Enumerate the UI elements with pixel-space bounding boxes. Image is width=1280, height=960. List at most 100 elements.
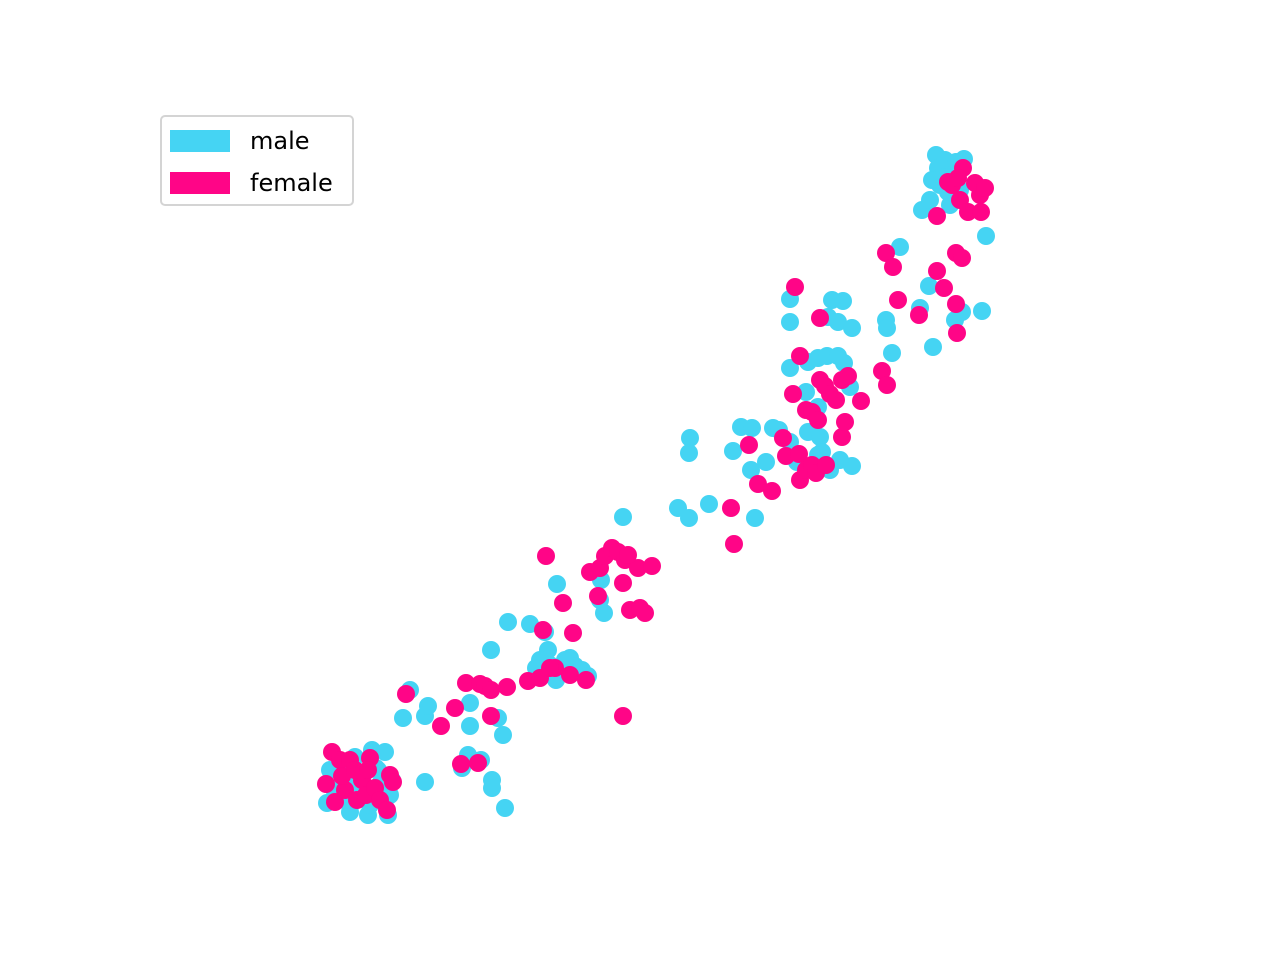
point-female-28 <box>498 678 516 696</box>
legend-label-female: female <box>250 169 333 197</box>
point-male-75 <box>811 428 829 446</box>
point-male-84 <box>834 292 852 310</box>
point-female-68 <box>836 413 854 431</box>
point-male-103 <box>924 338 942 356</box>
legend-swatch-female <box>170 172 230 194</box>
point-female-54 <box>722 499 740 517</box>
legend-swatch-male <box>170 130 230 152</box>
point-male-98 <box>878 319 896 337</box>
point-female-81 <box>873 362 891 380</box>
point-female-18 <box>397 685 415 703</box>
point-female-89 <box>928 262 946 280</box>
point-male-109 <box>921 191 939 209</box>
point-female-85 <box>877 244 895 262</box>
point-female-66 <box>817 456 835 474</box>
point-female-48 <box>629 559 647 577</box>
point-male-67 <box>743 419 761 437</box>
point-male-58 <box>614 508 632 526</box>
point-female-12 <box>378 801 396 819</box>
point-female-73 <box>809 411 827 429</box>
point-female-90 <box>935 279 953 297</box>
point-female-79 <box>839 367 857 385</box>
point-female-2 <box>326 793 344 811</box>
point-male-99 <box>883 344 901 362</box>
point-male-102 <box>920 277 938 295</box>
point-male-16 <box>376 743 394 761</box>
point-female-38 <box>541 659 559 677</box>
point-male-57 <box>595 604 613 622</box>
point-female-0 <box>317 775 335 793</box>
point-male-30 <box>461 717 479 735</box>
point-male-78 <box>843 457 861 475</box>
point-female-58 <box>763 482 781 500</box>
point-female-67 <box>833 428 851 446</box>
point-male-64 <box>746 509 764 527</box>
point-female-94 <box>948 324 966 342</box>
point-female-26 <box>482 681 500 699</box>
point-female-27 <box>482 707 500 725</box>
point-female-22 <box>457 674 475 692</box>
point-female-69 <box>784 385 802 403</box>
point-female-23 <box>469 754 487 772</box>
point-female-82 <box>878 376 896 394</box>
point-male-54 <box>548 575 566 593</box>
point-female-31 <box>537 547 555 565</box>
point-female-36 <box>577 671 595 689</box>
point-female-92 <box>953 249 971 267</box>
point-female-105 <box>949 169 967 187</box>
point-male-25 <box>394 709 412 727</box>
point-female-80 <box>852 392 870 410</box>
point-male-40 <box>499 613 517 631</box>
point-female-83 <box>786 278 804 296</box>
point-female-77 <box>827 391 845 409</box>
point-female-102 <box>972 203 990 221</box>
point-male-24 <box>416 773 434 791</box>
point-female-70 <box>791 347 809 365</box>
point-male-100 <box>891 238 909 256</box>
point-male-38 <box>496 799 514 817</box>
point-female-35 <box>564 624 582 642</box>
point-female-17 <box>359 761 377 779</box>
point-female-4 <box>336 781 354 799</box>
point-male-39 <box>482 641 500 659</box>
point-female-52 <box>619 546 637 564</box>
point-male-65 <box>724 442 742 460</box>
point-female-59 <box>774 429 792 447</box>
legend-item-male: male <box>170 129 310 153</box>
point-male-106 <box>973 302 991 320</box>
point-male-88 <box>781 359 799 377</box>
point-female-50 <box>636 604 654 622</box>
point-female-84 <box>811 309 829 327</box>
series-female <box>317 159 994 819</box>
point-male-63 <box>700 495 718 513</box>
legend: male female <box>160 115 354 206</box>
point-female-101 <box>976 179 994 197</box>
point-female-21 <box>452 755 470 773</box>
point-female-51 <box>643 557 661 575</box>
point-male-119 <box>923 171 941 189</box>
point-female-40 <box>589 587 607 605</box>
point-female-56 <box>740 436 758 454</box>
point-female-93 <box>947 295 965 313</box>
point-female-86 <box>884 258 902 276</box>
legend-label-male: male <box>250 127 310 155</box>
point-male-60 <box>680 444 698 462</box>
series-male <box>318 146 995 824</box>
point-female-37 <box>534 621 552 639</box>
point-male-82 <box>781 313 799 331</box>
point-female-14 <box>384 773 402 791</box>
point-female-16 <box>346 761 364 779</box>
legend-item-female: female <box>170 171 333 195</box>
point-male-28 <box>419 697 437 715</box>
point-female-32 <box>554 594 572 612</box>
point-male-68 <box>742 461 760 479</box>
point-female-34 <box>561 666 579 684</box>
point-male-29 <box>461 694 479 712</box>
point-male-35 <box>483 779 501 797</box>
point-female-88 <box>910 306 928 324</box>
point-female-95 <box>928 207 946 225</box>
point-female-53 <box>614 707 632 725</box>
point-male-59 <box>681 429 699 447</box>
point-female-55 <box>725 535 743 553</box>
